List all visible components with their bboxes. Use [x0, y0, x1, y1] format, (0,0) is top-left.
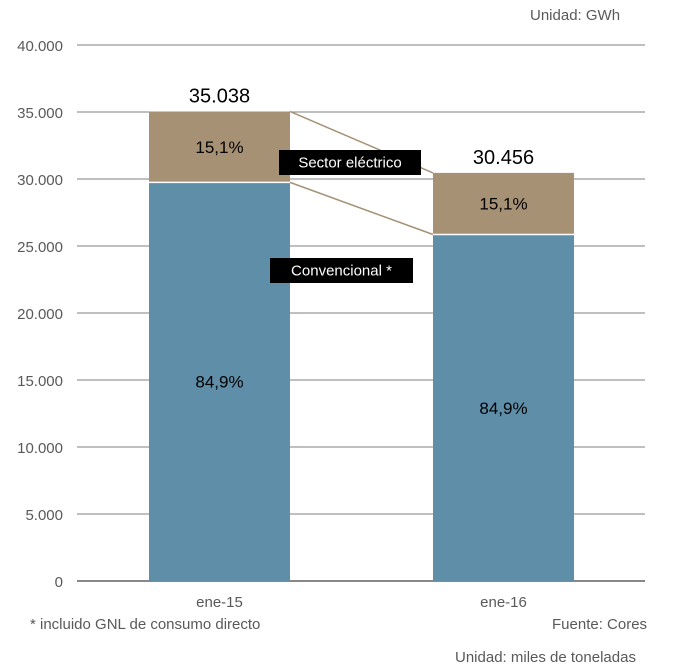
- legend-sector-electrico-box: [279, 150, 421, 175]
- y-tick-label: 25.000: [17, 239, 63, 256]
- legend-sector-electrico: Sector eléctrico: [298, 155, 401, 172]
- bar-sector-electrico: [149, 111, 290, 183]
- x-tick-label: ene-15: [196, 594, 243, 611]
- y-tick-label: 5.000: [25, 507, 63, 524]
- unit-label-top: Unidad: GWh: [530, 7, 621, 24]
- legend-convencional: Convencional *: [291, 263, 392, 280]
- footnote: * incluido GNL de consumo directo: [30, 616, 261, 633]
- y-tick-label: 15.000: [17, 373, 63, 390]
- data-label-convencional: 84,9%: [195, 373, 243, 392]
- y-tick-label: 35.000: [17, 105, 63, 122]
- y-tick-label: 30.000: [17, 172, 63, 189]
- series-connector-line: [289, 181, 434, 236]
- data-label-convencional: 84,9%: [479, 399, 527, 418]
- total-label: 35.038: [189, 85, 250, 107]
- data-label-sector-electrico: 15,1%: [195, 138, 243, 157]
- x-tick-label: ene-16: [480, 594, 527, 611]
- total-label: 30.456: [473, 147, 534, 169]
- legend-convencional-box: [270, 258, 413, 283]
- bar-convencional: [433, 234, 574, 581]
- data-label-sector-electrico: 15,1%: [479, 195, 527, 214]
- unit-label-bottom: Unidad: miles de toneladas: [455, 649, 636, 666]
- y-tick-label: 20.000: [17, 306, 63, 323]
- bar-sector-electrico: [433, 172, 574, 235]
- y-tick-label: 10.000: [17, 440, 63, 457]
- bar-convencional: [149, 182, 290, 581]
- y-tick-label: 40.000: [17, 38, 63, 55]
- y-tick-label: 0: [55, 574, 63, 591]
- source-label: Fuente: Cores: [552, 616, 648, 633]
